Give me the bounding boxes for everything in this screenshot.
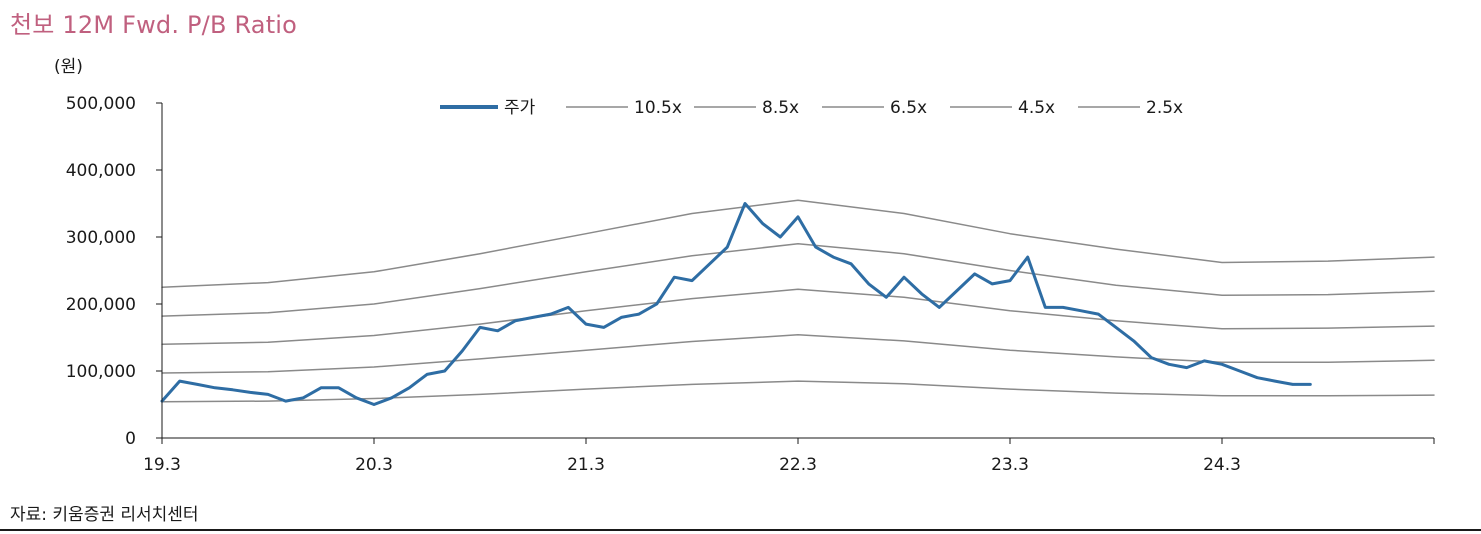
series-line-4.5x <box>161 334 1435 374</box>
series-line-8.5x <box>161 242 1435 317</box>
legend-label-주가: 주가 <box>504 98 536 118</box>
chart-title: 천보 12M Fwd. P/B Ratio <box>10 11 298 39</box>
x-tick-label: 24.3 <box>1203 455 1241 475</box>
y-tick-label: 500,000 <box>66 94 136 114</box>
y-tick-label: 0 <box>125 429 136 449</box>
y-tick-label: 200,000 <box>66 295 136 315</box>
legend-label-8.5x: 8.5x <box>762 98 799 118</box>
legend-label-10.5x: 10.5x <box>634 98 682 118</box>
axis-layer: (원) 0 100,000 200,000 300,000 400,000 500,000 1… <box>54 57 1435 475</box>
x-tick-label: 20.3 <box>355 455 393 475</box>
y-tick-label: 300,000 <box>66 228 136 248</box>
series-line-2.5x <box>161 380 1435 403</box>
pb-band-chart: (원) 0 100,000 200,000 300,000 400,000 500,000 1… <box>54 57 1435 475</box>
x-tick-label: 22.3 <box>779 455 817 475</box>
y-unit-label: (원) <box>54 57 83 77</box>
bottom-divider <box>0 529 1481 531</box>
x-tick-label: 19.3 <box>143 455 181 475</box>
x-tick-label: 23.3 <box>991 455 1029 475</box>
x-tick-label: 21.3 <box>567 455 605 475</box>
legend: 주가 10.5x 8.5x 6.5x 4.5x 2.5x <box>440 98 1183 118</box>
legend-label-6.5x: 6.5x <box>890 98 927 118</box>
y-tick-label: 100,000 <box>66 362 136 382</box>
series-line-6.5x <box>161 288 1435 345</box>
legend-label-4.5x: 4.5x <box>1018 98 1055 118</box>
series-line-10.5x <box>161 199 1435 289</box>
series-line-주가 <box>160 202 1312 406</box>
legend-label-2.5x: 2.5x <box>1146 98 1183 118</box>
y-tick-label: 400,000 <box>66 161 136 181</box>
source-note: 자료: 키움증권 리서치센터 <box>10 505 199 525</box>
series-layer <box>160 199 1435 406</box>
